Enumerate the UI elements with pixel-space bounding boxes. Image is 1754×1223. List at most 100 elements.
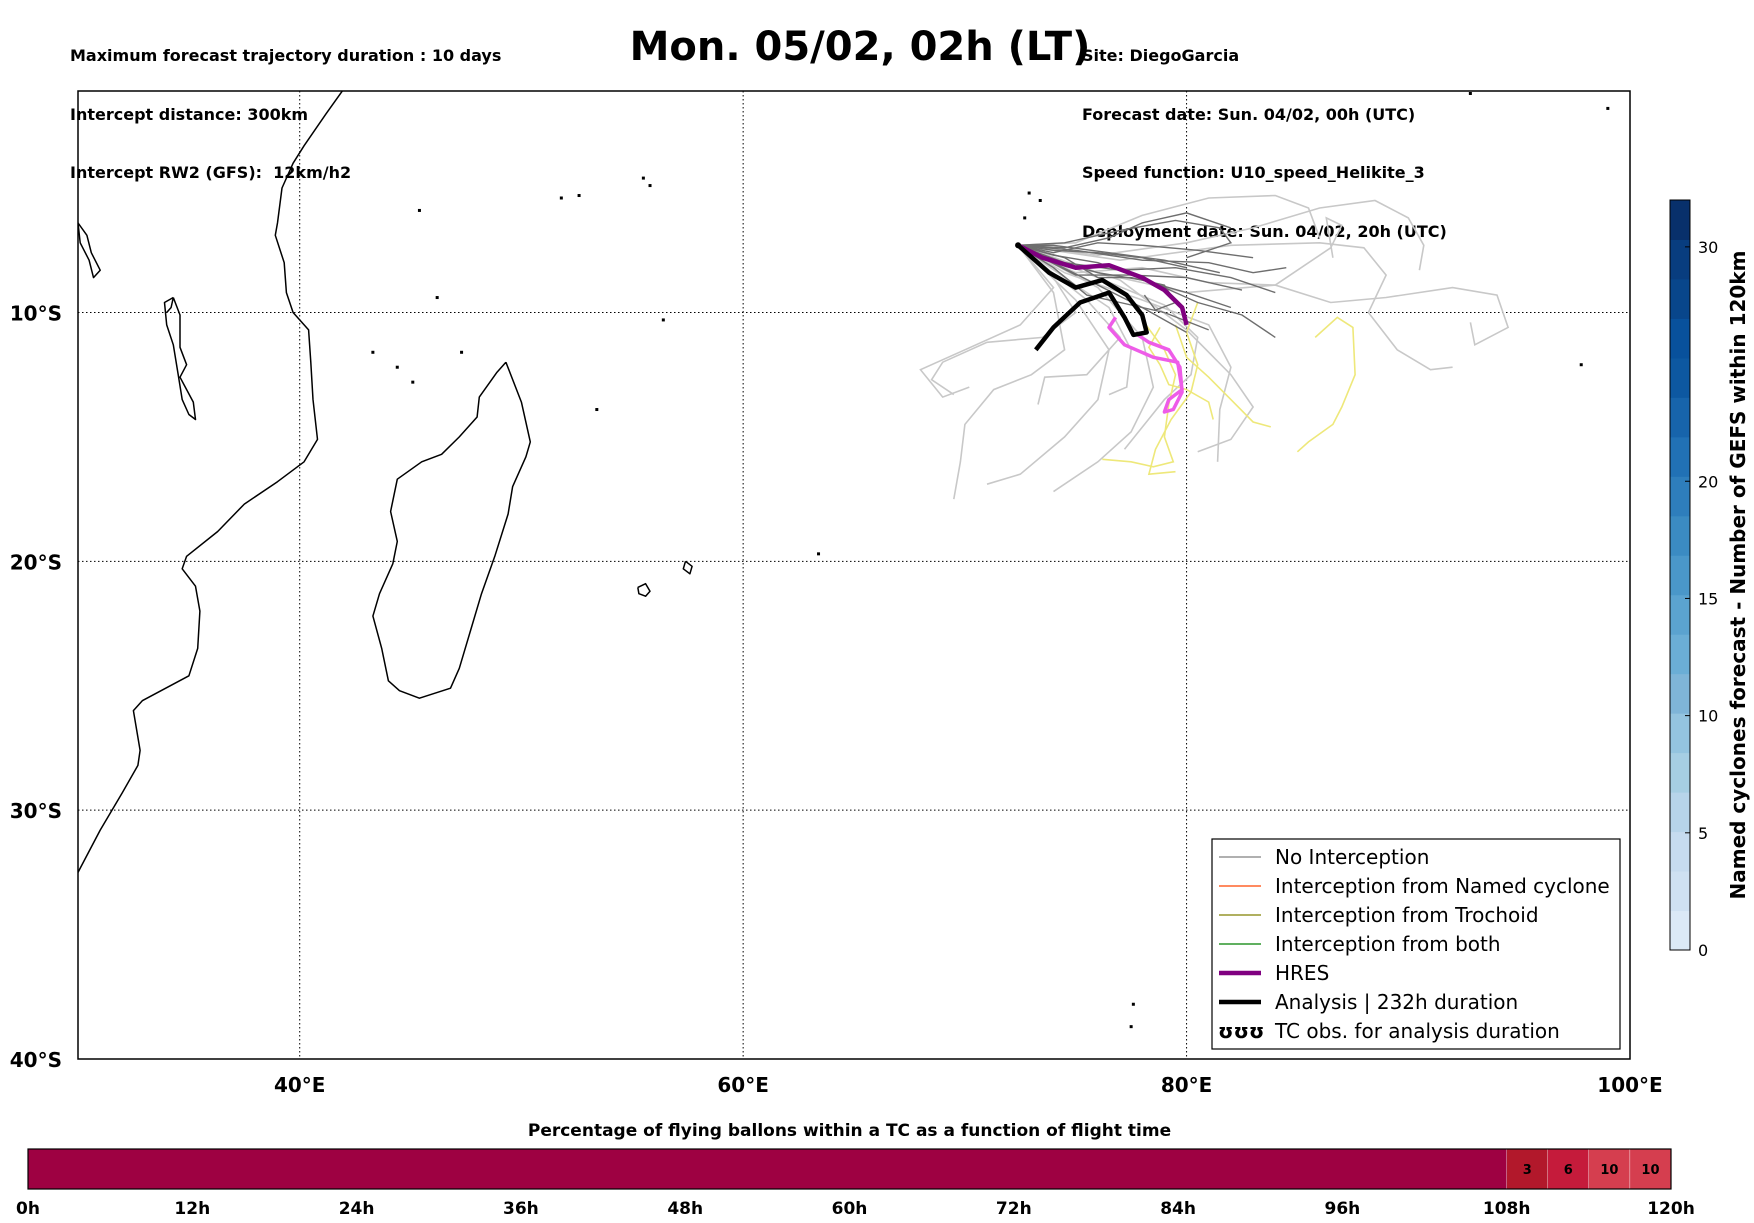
colorbar-tick-label: 20 [1698, 472, 1718, 491]
trajectory-line-no-interception [1018, 212, 1232, 249]
island [411, 380, 415, 384]
island [559, 196, 563, 200]
coastline [637, 582, 651, 597]
trajectory-line-trochoid [1296, 316, 1356, 453]
trajectory-line-light [1017, 244, 1255, 453]
trajectory-line-light [919, 244, 1055, 399]
island [1023, 216, 1027, 220]
trajectory-line-light [1017, 244, 1232, 462]
colorbar-segment [1670, 713, 1690, 754]
colorbar-segment [1670, 397, 1690, 438]
deployment-site-marker [1015, 242, 1022, 249]
header-info-line: Intercept distance: 300km [70, 104, 309, 124]
flight-bar-tick-label: 84h [1160, 1199, 1196, 1219]
trajectory-line-light [1017, 244, 1155, 493]
flight-bar-tick-label: 24h [339, 1199, 375, 1219]
coastlines [78, 91, 1610, 1029]
axis-ticks: 40°E 60°E 80°E 100°E 10°S 20°S 30°S 40°S [10, 301, 1663, 1097]
flight-bar-tick-label: 108h [1483, 1199, 1531, 1219]
trajectory-line-light [986, 244, 1110, 485]
trajectory-line-light [1017, 244, 1122, 405]
colorbar-segment [1670, 792, 1690, 833]
colorbar-segment [1670, 278, 1690, 319]
flight-bar-segment [1547, 1148, 1590, 1190]
island [1129, 1025, 1133, 1029]
flight-bar-tick-label: 48h [667, 1199, 703, 1219]
flight-bar-tick-label: 0h [16, 1199, 40, 1219]
legend: No Interception Interception from Named c… [1211, 838, 1621, 1050]
colorbar-segment [1670, 752, 1690, 793]
colorbar-frame [1669, 199, 1691, 951]
trajectory-line-light [953, 244, 1066, 500]
tick-label-lon: 40°E [274, 1073, 326, 1097]
flight-bar-segment [1506, 1148, 1548, 1190]
trajectory-line-trochoid [1147, 302, 1199, 476]
map-frame [77, 90, 1631, 1060]
flight-time-bar: Percentage of flying ballons within a TC… [16, 1121, 1695, 1219]
tick-label-lon: 80°E [1161, 1073, 1213, 1097]
colorbar-segment [1670, 634, 1690, 675]
colorbar-label: Named cyclones forecast - Number of GEFS… [1726, 251, 1750, 900]
island [641, 176, 645, 180]
header-info-left: Maximum forecast trajectory duration : 1… [70, 7, 501, 202]
tick-label-lon: 100°E [1597, 1073, 1662, 1097]
coastline [166, 297, 175, 313]
island [1096, 174, 1100, 178]
flight-bar-segment [27, 1148, 1507, 1190]
tick-label-lat: 30°S [10, 799, 62, 823]
trajectory-line-trochoid [1147, 327, 1214, 420]
island [577, 194, 581, 198]
colorbar-segment [1670, 357, 1690, 398]
tick-label-lat: 40°S [10, 1048, 62, 1072]
trajectory-line-no-interception [1017, 244, 1209, 331]
trajectories [919, 194, 1510, 500]
colorbar-segment [1670, 476, 1690, 517]
flight-bar-segment [1629, 1148, 1672, 1190]
flight-bar-tick-label: 36h [503, 1199, 539, 1219]
colorbar-segment [1670, 200, 1690, 240]
colorbar-tick-label: 10 [1698, 707, 1718, 726]
trajectory-line-light [1017, 241, 1453, 371]
colorbar-segment [1670, 831, 1690, 872]
legend-label: Interception from both [1275, 932, 1501, 956]
tick-label-lon: 60°E [717, 1073, 769, 1097]
trajectory-line-light [1017, 244, 1510, 347]
header-info-line: Intercept RW2 (GFS): 12km/h2 [70, 163, 352, 182]
trajectory-line-magenta [1107, 316, 1184, 414]
island [1038, 198, 1042, 202]
island [395, 365, 399, 369]
trajectory-line-trochoid [1102, 319, 1177, 468]
colorbar-segment [1670, 239, 1690, 280]
island [417, 208, 421, 212]
coastline [682, 560, 693, 575]
coastline [163, 296, 197, 421]
flight-bar-tick-label: 96h [1325, 1199, 1361, 1219]
trajectory-line-no-interception [1018, 219, 1233, 259]
trajectory-line-trochoid [1174, 324, 1272, 428]
map-layer [78, 91, 1630, 1059]
island [1579, 363, 1583, 367]
flight-bar-tick-label: 72h [996, 1199, 1032, 1219]
flight-bar-value-label: 6 [1564, 1163, 1573, 1178]
island [1027, 191, 1031, 195]
header-info-line: Speed function: U10_speed_Helikite_3 [1082, 163, 1425, 182]
legend-label: Interception from Named cyclone [1275, 874, 1610, 898]
colorbar-tick-label: 30 [1698, 238, 1718, 257]
colorbar-segment [1670, 871, 1690, 912]
header-info-line: Maximum forecast trajectory duration : 1… [70, 46, 502, 65]
colorbar-segment [1670, 910, 1690, 951]
coastline [372, 361, 532, 699]
legend-label: Analysis | 232h duration [1275, 990, 1518, 1014]
header-info-line: Site: DiegoGarcia [1082, 46, 1240, 65]
island [1131, 1002, 1135, 1006]
header-info-right: Site: DiegoGarcia Forecast date: Sun. 04… [1082, 7, 1447, 261]
trajectory-line-light [1017, 216, 1343, 294]
flight-bar-value-label: 10 [1600, 1163, 1618, 1178]
colorbar-tick-label: 15 [1698, 589, 1718, 608]
coastline [78, 91, 344, 873]
header-info-line: Forecast date: Sun. 04/02, 00h (UTC) [1082, 104, 1416, 124]
island [1468, 91, 1472, 95]
chart-title: Mon. 05/02, 02h (LT) [629, 24, 1091, 70]
legend-box [1211, 838, 1621, 1050]
